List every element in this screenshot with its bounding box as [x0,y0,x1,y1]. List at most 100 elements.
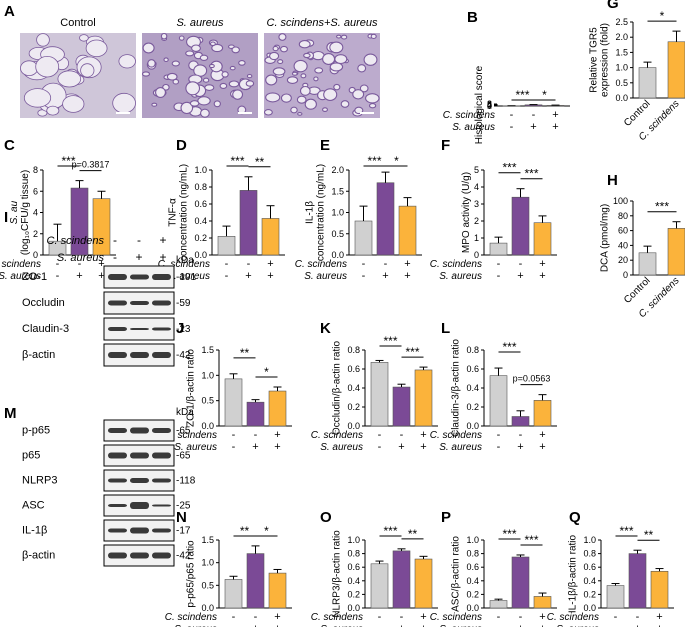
blot-i-treat-label-cs: C. scindens [47,235,105,247]
bar-j [224,378,243,427]
blot-band [130,301,149,305]
tissue-lumen [280,93,292,103]
blot-band [108,428,127,433]
treatment-label-n: C. scindens [165,612,217,623]
sig-label-b: * [542,88,547,102]
y-tick-label-q: 0.4 [583,576,596,586]
treatment-label-b: S. aureus [452,122,495,133]
y-tick-label-p: 0.0 [466,603,479,613]
treatment-sign-d: - [225,258,229,270]
treatment-sign-q: - [614,611,618,623]
treatment-sign-b: - [532,109,536,121]
blot-band [130,352,149,358]
sig-label-q: *** [619,524,633,538]
tissue-lumen [155,87,166,98]
treatment-sign-n: + [274,611,280,623]
y-tick-label-q: 0.6 [583,562,596,572]
y-tick-label-d: 1.0 [194,165,207,175]
tissue-lumen [269,51,280,61]
tissue-lumen [36,33,50,47]
y-tick-label-f: 1 [474,233,479,243]
treatment-sign-f: - [519,258,523,270]
blot-size-label: -59 [176,298,191,309]
treatment-label-b: C. scindens [443,110,495,121]
treatment-label-c: C. scindens [0,259,41,270]
panel-letter-h: H [607,172,618,189]
bar-j [268,390,287,427]
blot-i-rows: ZO-1 -191 Occludin -59 Claudin-3 -23 β-actin -4… [22,265,196,367]
blot-band [108,528,127,533]
tissue-lumen [180,101,194,115]
tissue-texture [20,32,380,118]
y-tick-label-k: 0.0 [347,421,360,431]
y-tick-label-l: 0.0 [466,421,479,431]
blot-m-rows: p-p65 -65 p65 -65 NLRP3 -118 ASC -25 IL-1β -17 β-a… [22,419,196,567]
tissue-lumen [151,102,158,107]
chart-l: L 0.0 0.2 0.4 0.6 0.8 Claudin-3/β-actin ratio *… [430,320,557,453]
sig-label-o: ** [408,527,418,541]
tissue-lumen [365,93,380,104]
y-axis-label-p: ASC/β-actin ratio [450,536,461,612]
blot-band [108,300,127,306]
bar-h [638,252,657,276]
treatment-sign-c: + [98,258,104,270]
scale-bar [238,112,252,114]
tissue-lumen [323,88,338,101]
blot-i-treat-label-sa: S. aureus [57,252,105,264]
y-tick-label-n: 1.5 [201,535,214,545]
bar-f [533,222,552,256]
bar-q [628,553,647,609]
treatment-sign-k: - [378,441,382,453]
treatment-sign-c: - [78,258,82,270]
y-tick-label-j: 0.0 [201,421,214,431]
sig-label-j: * [264,365,269,379]
y-tick-label-n: 0.5 [201,580,214,590]
bar-q [606,585,625,609]
blot-size-label: -118 [176,476,196,487]
tissue-lumen [163,57,169,63]
tissue-lumen [219,82,228,89]
blot-size-label: -25 [176,501,191,512]
y-tick-label-l: 0.4 [466,383,479,393]
treatment-sign-l: - [497,441,501,453]
blot-row-label: ASC [22,500,45,512]
y-tick-label-o: 0.8 [347,549,360,559]
bar-g [638,67,657,99]
chart-e: E 0.0 0.5 1.0 1.5 2.0 IL-1β concentration (ng/m… [295,137,422,282]
y-tick-label-p: 0.4 [466,576,479,586]
tissue-lumen [334,54,348,65]
treatment-sign-q: - [614,623,618,627]
tissue-lumen [290,106,298,114]
y-tick-label-b: 0 [487,101,492,111]
tissue-lumen [297,112,303,116]
bar-j [246,401,265,427]
y-tick-label-k: 0.8 [347,345,360,355]
panel-letter-m: M [4,405,17,422]
y-tick-label-q: 0.0 [583,603,596,613]
tissue-lumen [57,70,82,88]
chart-p: P 0.0 0.2 0.4 0.6 0.8 1.0 ASC/β-actin ratio *** *… [430,509,557,627]
y-axis-label-d: concentration (ng/mL) [178,164,189,261]
blot-band [152,428,171,433]
tissue-lumen [185,50,195,57]
bar-l [489,375,508,427]
sig-label-f: *** [524,167,538,181]
bar-d [239,190,258,256]
treatment-sign-p: - [519,611,523,623]
treatment-sign-l: - [519,429,523,441]
y-tick-label-c: 2 [33,229,38,239]
tissue-lumen [23,88,52,108]
treatment-label-q: S. aureus [556,624,599,627]
tissue-lumen [277,59,284,65]
y-tick-label-h: 20 [618,255,628,265]
sig-label-o: *** [383,524,397,538]
treatment-sign-q: + [634,623,640,627]
y-axis-label-o: NLRP3/β-actin ratio [331,530,342,618]
treatment-sign-e: + [382,270,388,282]
bar-o [370,563,389,609]
treatment-sign-q: + [656,623,662,627]
panel-letter-k: K [320,320,331,337]
y-axis-label-e: concentration (ng/mL) [315,164,326,261]
